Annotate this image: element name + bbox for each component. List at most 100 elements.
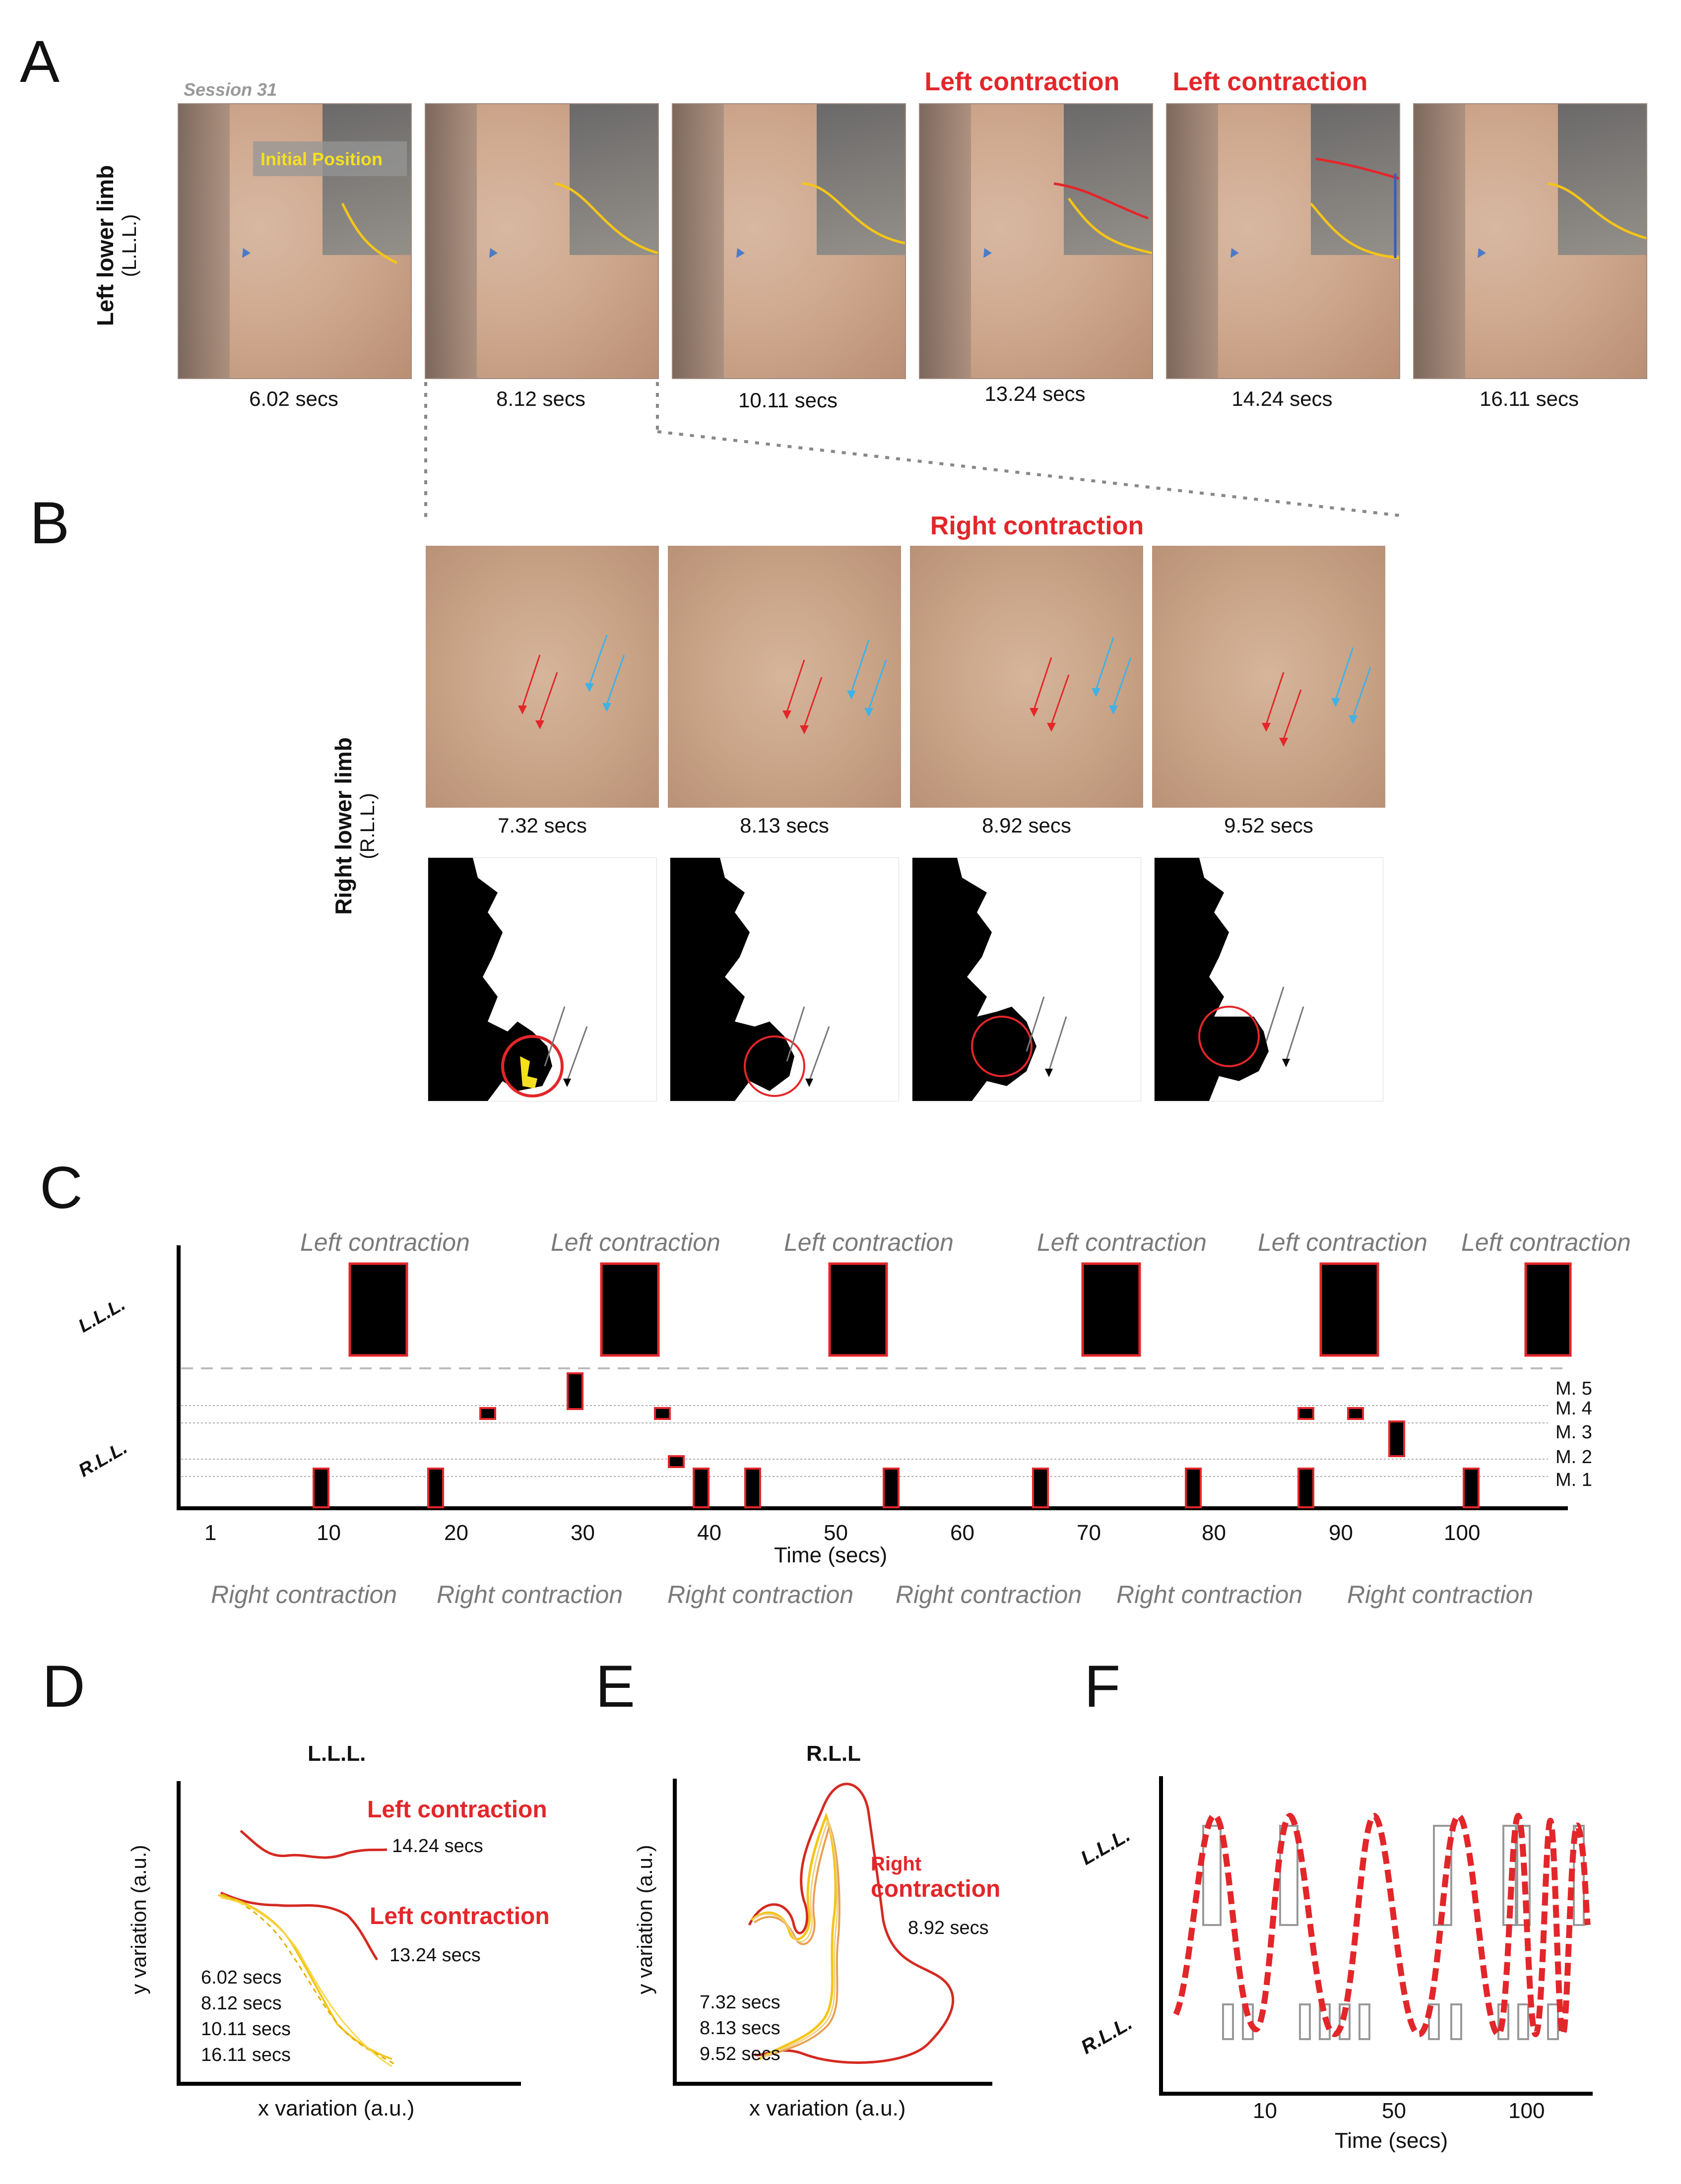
rll-event-m4: [1297, 1407, 1314, 1420]
muscle-label-m1: M. 1: [1555, 1470, 1592, 1490]
d-time-top: 14.24 secs: [392, 1836, 483, 1857]
rll-event-m1: [1463, 1468, 1480, 1508]
lll-photo-1: Initial Position: [178, 103, 412, 379]
lll-time-1: 6.02 secs: [249, 387, 338, 410]
lll-photo-3: [672, 103, 906, 379]
session-label: Session 31: [184, 79, 277, 100]
c-xtick: 80: [1202, 1521, 1226, 1545]
lll-photo-2: [425, 103, 659, 379]
frame-title-4: Left contraction: [924, 67, 1120, 96]
rll-time-2: 8.13 secs: [740, 814, 829, 837]
c-left-label-3: Left contraction: [784, 1228, 954, 1256]
e-xlabel: x variation (a.u.): [749, 2096, 906, 2120]
rll-photo-2: [668, 546, 901, 808]
c-xtick: 100: [1444, 1521, 1481, 1545]
e-time: 7.32 secs: [700, 1992, 780, 2013]
e-label-line1: Right: [871, 1853, 922, 1875]
lll-time-4: 13.24 secs: [984, 382, 1086, 405]
rll-time-4: 9.52 secs: [1224, 814, 1313, 837]
d-label-mid: Left contraction: [370, 1903, 550, 1929]
rll-event-m1: [313, 1468, 329, 1508]
frame-title-5: Left contraction: [1172, 67, 1368, 96]
c-left-label-6: Left contraction: [1461, 1228, 1631, 1256]
lll-block: [1081, 1262, 1141, 1357]
e-times-other: 7.32 secs 8.13 secs 9.52 secs: [700, 1990, 780, 2067]
c-xtick: 1: [204, 1521, 217, 1545]
muscle-label-m3: M. 3: [1555, 1422, 1592, 1443]
rll-event-m4: [1347, 1407, 1364, 1420]
c-xtick: 60: [950, 1521, 974, 1545]
binary-image-1: [428, 857, 657, 1101]
rll-event-m5: [567, 1372, 583, 1410]
lll-time-6: 16.11 secs: [1479, 387, 1579, 410]
lll-block: [1319, 1262, 1379, 1357]
panel-letter-a: A: [20, 28, 60, 95]
rll-event-m4: [479, 1407, 496, 1420]
lll-photo-6: [1413, 103, 1647, 379]
rll-event-m1: [744, 1468, 761, 1508]
rll-event-m4: [654, 1407, 671, 1420]
rll-photo-1: [426, 546, 659, 808]
c-xtick: 10: [317, 1521, 341, 1545]
rll-time-1: 7.32 secs: [498, 814, 587, 837]
muscle-label-m5: M. 5: [1555, 1378, 1592, 1399]
c-xtick: 50: [824, 1521, 848, 1545]
c-right-label-2: Right contraction: [437, 1581, 623, 1608]
f-xlabel: Time (secs): [1335, 2128, 1448, 2153]
panel-letter-d: D: [42, 1653, 85, 1720]
d-label-top: Left contraction: [367, 1797, 547, 1823]
raster-plot: [177, 1245, 1572, 1510]
rll-event-m1: [883, 1468, 900, 1508]
muscle-label-m4: M. 4: [1555, 1398, 1592, 1419]
lll-photo-4: [919, 103, 1153, 379]
c-right-label-5: Right contraction: [1116, 1581, 1303, 1608]
lll-photo-5: [1166, 103, 1400, 379]
lll-block: [600, 1262, 660, 1357]
panel-letter-f: F: [1084, 1653, 1121, 1720]
binary-image-2: [670, 857, 899, 1101]
lll-time-5: 14.24 secs: [1231, 387, 1333, 410]
rll-event-m1: [1185, 1468, 1202, 1508]
lll-block: [828, 1262, 888, 1357]
c-left-label-5: Left contraction: [1258, 1228, 1427, 1256]
rll-event-m1: [427, 1468, 444, 1508]
lll-time-2: 8.12 secs: [496, 387, 585, 410]
lll-time-3: 10.11 secs: [738, 388, 838, 412]
f-xtick: 50: [1382, 2099, 1406, 2123]
c-right-label-6: Right contraction: [1347, 1581, 1534, 1608]
panel-letter-b: B: [30, 490, 70, 556]
c-xtick: 20: [444, 1521, 468, 1545]
d-times-yellow: 6.02 secs 8.12 secs 10.11 secs 16.11 sec…: [201, 1965, 291, 2068]
d-time-yellow: 6.02 secs: [201, 1967, 282, 1988]
e-time: 9.52 secs: [700, 2044, 780, 2064]
lll-block: [348, 1262, 408, 1357]
c-xtick: 40: [697, 1521, 721, 1545]
e-label-line2: contraction: [871, 1876, 1001, 1902]
zoom-connector: [424, 382, 1405, 521]
binary-image-3: [912, 857, 1141, 1101]
c-right-label-3: Right contraction: [667, 1581, 854, 1608]
rll-time-3: 8.92 secs: [982, 814, 1071, 837]
panel-letter-c: C: [40, 1155, 83, 1221]
c-xtick: 90: [1329, 1521, 1353, 1545]
c-xtick: 70: [1077, 1521, 1101, 1545]
c-right-label-1: Right contraction: [211, 1581, 397, 1608]
c-right-label-4: Right contraction: [896, 1581, 1082, 1608]
rll-event-m1: [693, 1468, 710, 1508]
lll-block: [1524, 1262, 1572, 1357]
muscle-label-m2: M. 2: [1555, 1447, 1592, 1468]
d-time-yellow: 8.12 secs: [201, 1993, 282, 2014]
rll-event-m2: [668, 1455, 685, 1468]
f-xtick: 100: [1508, 2099, 1545, 2123]
c-left-label-4: Left contraction: [1037, 1228, 1207, 1256]
e-time-red: 8.92 secs: [908, 1918, 989, 1938]
c-left-label-1: Left contraction: [300, 1228, 470, 1256]
panel-letter-e: E: [595, 1653, 636, 1720]
c-left-label-2: Left contraction: [551, 1228, 720, 1256]
d-time-yellow: 10.11 secs: [201, 2019, 291, 2040]
d-title: L.L.L.: [308, 1741, 366, 1766]
rll-event-m1: [1032, 1468, 1049, 1508]
binary-image-4: [1154, 857, 1383, 1101]
